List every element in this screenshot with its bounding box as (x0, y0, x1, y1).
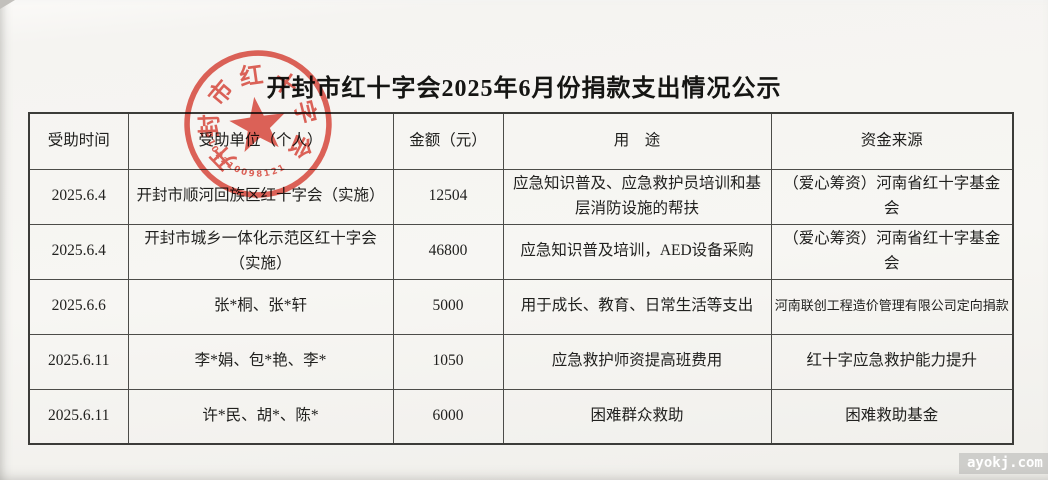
table-row: 2025.6.11 李*娟、包*艳、李* 1050 应急救护师资提高班费用 红十… (28, 333, 1014, 390)
col-header-date: 受助时间 (28, 112, 129, 170)
page-title: 开封市红十字会2025年6月份捐款支出情况公示 (266, 76, 782, 102)
cell-amount: 6000 (392, 388, 504, 445)
cell-recipient: 李*娟、包*艳、李* (127, 333, 394, 390)
header-row: 受助时间 受助单位（个人） 金额（元） 用 途 资金来源 (28, 112, 1014, 170)
col-header-purpose: 用 途 (502, 112, 772, 170)
cell-source: 河南联创工程造价管理有限公司定向捐款 (770, 278, 1014, 335)
cell-date: 2025.6.4 (28, 223, 129, 280)
cell-date: 2025.6.6 (28, 278, 129, 335)
cell-date: 2025.6.11 (28, 388, 129, 445)
scan-corner-artifact (0, 0, 15, 9)
cell-purpose: 应急知识普及、应急救护员培训和基层消防设施的帮扶 (502, 168, 772, 225)
table-row: 2025.6.11 许*民、胡*、陈* 6000 困难群众救助 困难救助基金 (28, 388, 1014, 445)
cell-purpose: 应急知识普及培训，AED设备采购 (502, 223, 772, 280)
cell-recipient: 张*桐、张*轩 (127, 278, 394, 335)
cell-source: 红十字应急救护能力提升 (770, 333, 1014, 390)
col-header-source: 资金来源 (770, 112, 1014, 170)
stamp-arc-char: 红 (238, 60, 265, 91)
cell-purpose: 困难群众救助 (502, 388, 772, 445)
cell-date: 2025.6.4 (28, 168, 129, 225)
cell-recipient: 许*民、胡*、陈* (127, 388, 394, 445)
col-header-amount: 金额（元） (392, 112, 504, 170)
cell-recipient: 开封市顺河回族区红十字会（实施） (127, 168, 394, 225)
stamp-arc-char: 封 (196, 114, 224, 138)
cell-date: 2025.6.11 (28, 333, 129, 390)
cell-purpose: 用于成长、教育、日常生活等支出 (502, 278, 772, 335)
stamp-arc-char: 十 (268, 66, 302, 101)
table-row: 2025.6.6 张*桐、张*轩 5000 用于成长、教育、日常生活等支出 河南… (28, 278, 1014, 335)
stamp-arc-char: 市 (203, 75, 239, 111)
stamp-ring (184, 50, 332, 198)
donation-expense-table: 受助时间 受助单位（个人） 金额（元） 用 途 资金来源 2025.6.4 开封… (28, 112, 1014, 445)
cell-source: （爱心筹资）河南省红十字基金会 (770, 223, 1014, 280)
cell-source: 困难救助基金 (770, 388, 1014, 445)
red-seal-stamp: 开封市红十字会 4102210098121 (184, 50, 332, 198)
table-row: 2025.6.4 开封市城乡一体化示范区红十字会（实施） 46800 应急知识普… (28, 223, 1014, 280)
cell-purpose: 应急救护师资提高班费用 (502, 333, 772, 390)
table-row: 2025.6.4 开封市顺河回族区红十字会（实施） 12504 应急知识普及、应… (28, 168, 1014, 225)
cell-amount: 5000 (392, 278, 504, 335)
cell-amount: 12504 (392, 168, 504, 225)
stamp-star-icon (229, 96, 285, 152)
stamp-arc-char: 字 (289, 98, 322, 127)
cell-amount: 46800 (392, 223, 504, 280)
watermark: ayokj.com (959, 453, 1048, 474)
cell-amount: 1050 (392, 333, 504, 390)
stamp-arc-char: 会 (283, 130, 319, 164)
cell-recipient: 开封市城乡一体化示范区红十字会（实施） (127, 223, 394, 280)
cell-source: （爱心筹资）河南省红十字基金会 (770, 168, 1014, 225)
